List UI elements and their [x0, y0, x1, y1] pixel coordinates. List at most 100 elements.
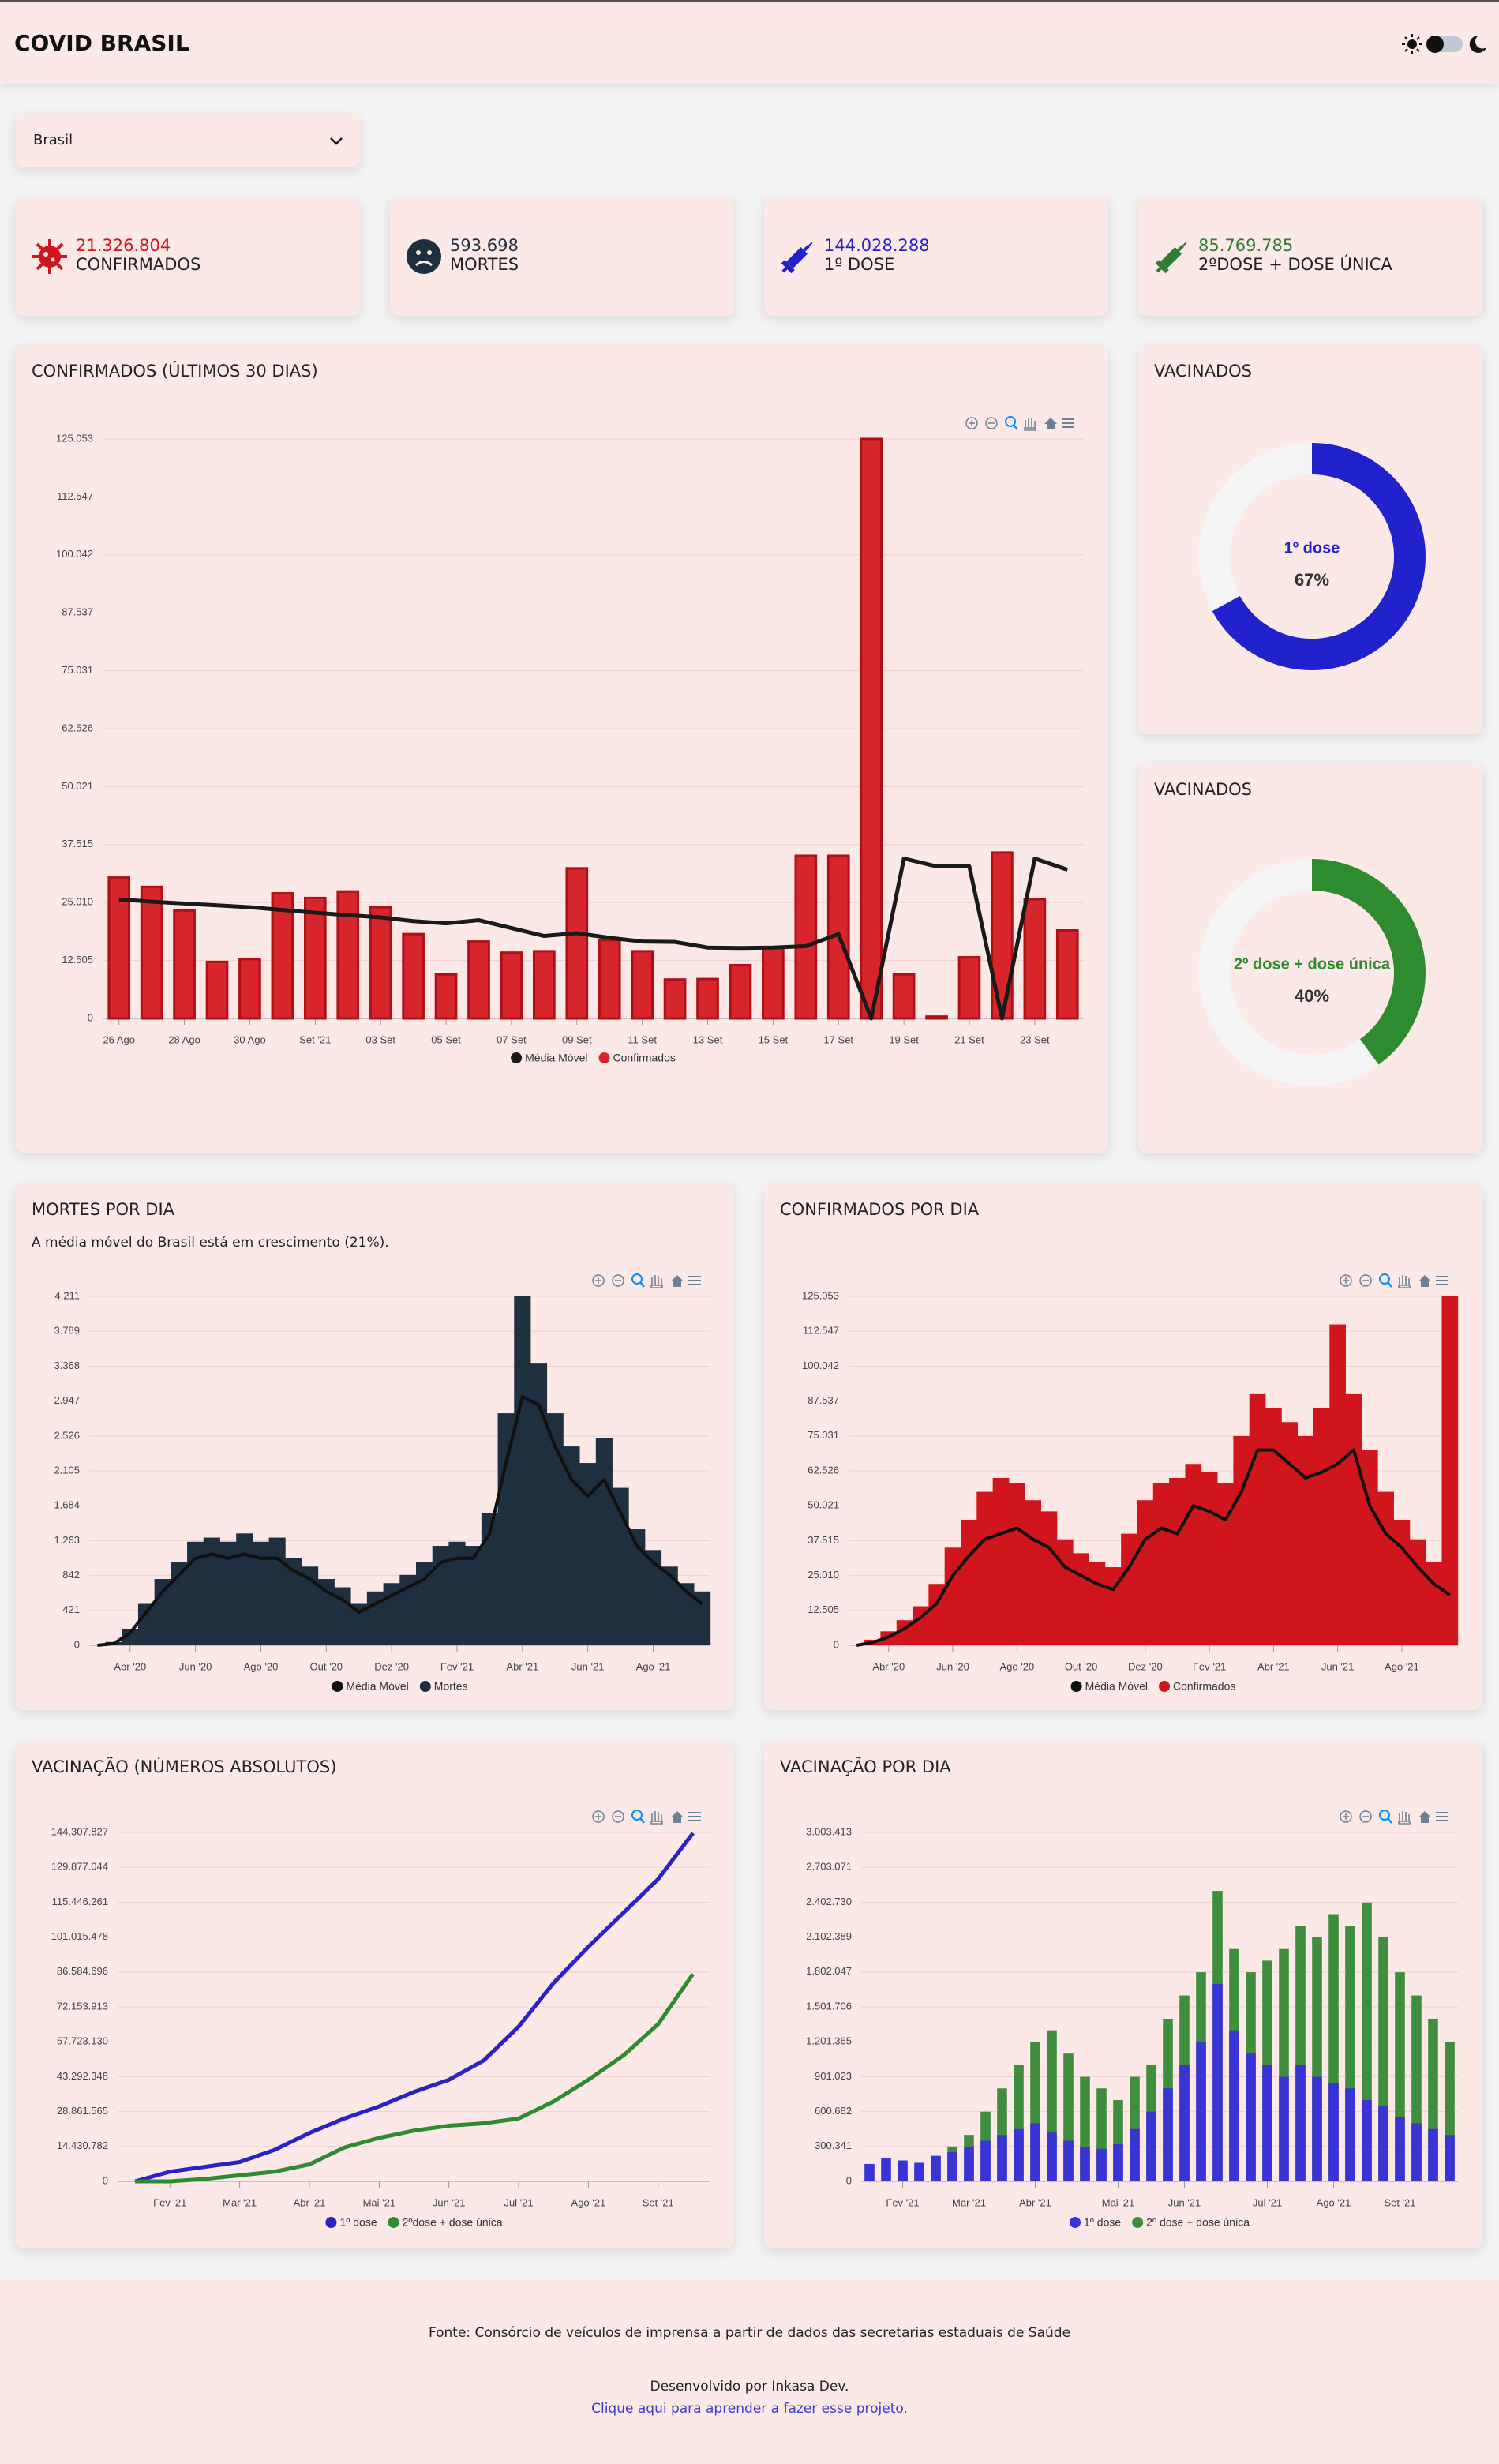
x-tick-label: 15 Set [759, 1033, 789, 1045]
bar [644, 1550, 662, 1645]
bar [794, 854, 818, 1020]
y-tick-label: 1.684 [54, 1499, 80, 1511]
bar [1212, 1983, 1223, 2181]
chart-panel: VACINADOS 1º dose 67% [1138, 346, 1482, 734]
syringe-icon [781, 242, 813, 274]
y-tick-label: 75.031 [62, 664, 93, 676]
menu-icon [688, 1812, 701, 1821]
home-icon [1418, 1275, 1431, 1287]
zoom-icon [1387, 1817, 1392, 1824]
bar [931, 2155, 941, 2181]
y-tick-label: 0 [846, 2174, 852, 2186]
y-tick-label: 1.501.706 [806, 2000, 852, 2012]
chart-subtitle: A média móvel do Brasil está em crescime… [32, 1235, 389, 1251]
y-tick-label: 50.021 [62, 780, 93, 792]
x-tick-label: Set '21 [299, 1033, 331, 1045]
y-tick-label: 75.031 [808, 1429, 839, 1441]
bar [252, 1541, 270, 1645]
bar [864, 2163, 875, 2181]
legend-marker [325, 2217, 337, 2228]
bar [1393, 1519, 1411, 1645]
bar [628, 1529, 646, 1645]
x-tick-label: 09 Set [562, 1033, 592, 1045]
x-tick-label: Abr '20 [872, 1660, 905, 1672]
legend-label: Confirmados [613, 1052, 676, 1064]
bar [631, 950, 654, 1020]
y-tick-label: 2.102.389 [806, 1930, 852, 1942]
bar [1121, 1533, 1137, 1645]
bar [913, 1606, 929, 1645]
pan-icon [650, 1811, 663, 1825]
zoom-in-icon [592, 1274, 605, 1287]
chart-panel: CONFIRMADOS POR DIA 0 12.505 25.010 37.515 5… [764, 1184, 1482, 1710]
bar [598, 939, 621, 1020]
bar [302, 1566, 319, 1645]
x-tick-label: Mar '21 [223, 2196, 257, 2208]
bar [881, 2158, 891, 2181]
chart: 0 14.430.782 28.861.565 43.292.348 57.723.13… [51, 1810, 710, 2229]
footer-link[interactable]: Clique aqui para aprender a fazer esse p… [591, 2401, 908, 2417]
home-icon [671, 1811, 684, 1823]
x-tick-label: Ago '21 [636, 1660, 671, 1672]
bar [1113, 2143, 1123, 2181]
bar [1096, 2148, 1107, 2181]
chart: 0 421 842 1.263 1.684 2.105 2.526 2.947 3.368 3.7… [54, 1273, 711, 1693]
bar [1063, 2140, 1074, 2181]
bar [892, 973, 916, 1020]
chart-panel: VACINAÇÃO POR DIA 0 300.341 600.682 901.023… [764, 1742, 1482, 2248]
x-tick-label: Jul '21 [1253, 2196, 1282, 2208]
home-icon [671, 1275, 684, 1287]
legend-label: Média Móvel [346, 1680, 408, 1693]
x-tick-label: 13 Set [693, 1033, 723, 1045]
donut-value: 40% [1295, 986, 1329, 1006]
bar [677, 1583, 695, 1645]
bar [205, 960, 229, 1020]
bar [1378, 2106, 1388, 2181]
legend-label: Confirmados [1173, 1680, 1235, 1693]
legend-label: 1º dose [339, 2216, 377, 2229]
menu-icon [1436, 1812, 1448, 1821]
legend-marker [1159, 1681, 1170, 1692]
virus-icon [32, 239, 67, 274]
legend-marker [598, 1052, 610, 1063]
bar [860, 437, 883, 1020]
y-tick-label: 87.537 [62, 606, 93, 618]
bar [1281, 1422, 1299, 1645]
bar [122, 1629, 139, 1645]
menu-icon [688, 1276, 701, 1285]
bar [203, 1537, 220, 1645]
y-tick-label: 2.703.071 [806, 1861, 852, 1873]
y-tick-label: 842 [62, 1569, 80, 1581]
app-title: COVID BRASIL [14, 30, 189, 56]
chart-panel: VACINADOS 2º dose + dose única 40% [1138, 764, 1482, 1153]
x-tick-label: Ago '21 [1317, 2196, 1351, 2208]
y-tick-label: 1.802.047 [806, 1965, 852, 1977]
legend-marker [511, 1052, 523, 1063]
line [856, 1448, 1451, 1647]
theme-toggle[interactable] [1401, 32, 1488, 57]
bar [1055, 928, 1079, 1020]
y-tick-label: 62.526 [62, 722, 93, 733]
syringe-icon [1155, 242, 1187, 274]
y-tick-label: 1.263 [54, 1534, 80, 1546]
x-tick-label: Abr '21 [1257, 1660, 1290, 1672]
y-tick-label: 62.526 [808, 1464, 839, 1476]
y-tick-label: 12.505 [62, 954, 93, 966]
bar [1185, 1464, 1202, 1645]
chart-toolbar [965, 416, 1074, 431]
legend-marker [1070, 2217, 1081, 2228]
donut-arc [1198, 443, 1426, 670]
x-tick-label: Jun '21 [1321, 1660, 1355, 1672]
y-tick-label: 14.430.782 [57, 2140, 108, 2151]
pan-icon [1398, 1275, 1411, 1288]
bar [1229, 2030, 1239, 2181]
legend: Média Móvel Mortes [332, 1680, 468, 1693]
x-tick-label: 21 Set [954, 1033, 984, 1045]
x-tick-label: Ago '21 [1385, 1660, 1419, 1672]
x-tick-label: Mai '21 [363, 2196, 396, 2208]
home-icon [1418, 1811, 1431, 1823]
region-select[interactable]: Brasil [16, 114, 360, 167]
y-tick-label: 28.861.565 [57, 2105, 108, 2117]
x-tick-label: Abr '21 [294, 2196, 326, 2208]
bar [1409, 1539, 1426, 1645]
